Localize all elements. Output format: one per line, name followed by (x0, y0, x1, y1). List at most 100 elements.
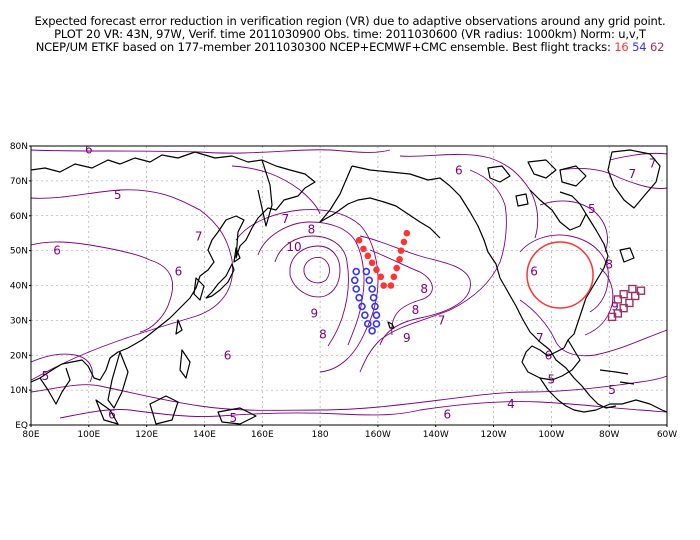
coastlines (31, 149, 667, 425)
track-label-54: 54 (632, 40, 647, 54)
lon-tick-label: 120E (135, 430, 158, 440)
lon-tick-label: 140W (423, 430, 449, 440)
track-54-point (372, 311, 381, 319)
track-54-point (352, 285, 361, 293)
lat-tick-label: 30N (10, 316, 28, 326)
track-16-point (364, 252, 372, 260)
track-54-point (363, 320, 372, 328)
track-16-point (397, 247, 405, 254)
track-54-point (368, 285, 376, 293)
lat-tick-label: EQ (15, 421, 28, 431)
contour-label: 7 (195, 230, 203, 244)
lat-tick-label: 20N (10, 351, 28, 361)
contour-label: 5 (608, 383, 616, 397)
contour-label: 6 (175, 265, 183, 279)
lon-tick-label: 80E (22, 430, 39, 440)
track-16-point (387, 282, 395, 289)
track-62-point (628, 284, 637, 294)
track-16-point (373, 266, 380, 274)
track-62-point (619, 303, 628, 313)
track-label-16: 16 (614, 40, 629, 54)
contour-label: 5 (42, 369, 50, 383)
track-54-point (362, 267, 371, 276)
lon-tick-label: 100E (77, 430, 100, 440)
contour-label: 6 (85, 142, 93, 156)
lat-tick-label: 60N (10, 212, 28, 222)
lat-tick-label: 10N (10, 386, 28, 396)
track-16-point (368, 259, 376, 267)
title-line-3-text: NCEP/UM ETKF based on 177-member 2011030… (35, 40, 611, 54)
track-54-point (369, 293, 378, 302)
track-62-point (625, 298, 634, 308)
track-16-point (355, 236, 363, 244)
lon-tick-label: 160E (251, 430, 274, 440)
track-62-point (613, 309, 623, 318)
lon-tick-label: 60W (657, 430, 677, 440)
title-line-2: PLOT 20 VR: 43N, 97W, Verif. time 201103… (54, 27, 646, 41)
track-54-point (372, 320, 381, 328)
contour-label: 9 (403, 331, 411, 345)
contour-label: 7 (282, 212, 290, 226)
lat-tick-label: 80N (10, 142, 28, 152)
contour-label: 4 (507, 397, 515, 411)
track-16-point (377, 273, 385, 281)
track-62-point (613, 295, 623, 304)
contour-label: 6 (53, 244, 61, 258)
graticule (31, 146, 667, 425)
contour-label: 8 (308, 223, 316, 237)
lat-tick-label: 70N (10, 177, 28, 187)
lat-axis-labels: EQ 10N 20N 30N 40N 50N 60N 70N 80N (10, 142, 31, 431)
verification-region-circle (526, 241, 594, 309)
title-line-1: Expected forecast error reduction in ver… (34, 14, 666, 28)
track-16-point (400, 238, 408, 246)
contour-label: 8 (605, 258, 613, 272)
track-54-point (355, 293, 363, 302)
contour-label: 5 (588, 202, 596, 216)
contour-label: 6 (224, 348, 232, 362)
contour-label: 6 (455, 163, 463, 177)
track-54-point (371, 302, 379, 311)
track-54-point (358, 302, 366, 311)
contour-label: 9 (310, 306, 318, 320)
contour-label: 7 (649, 156, 657, 170)
contour-label: 10 (286, 240, 301, 254)
lon-axis-labels: 80E 100E 120E 140E 160E 180 160W 140W 120W 100W 80… (22, 425, 677, 440)
track-54-point (350, 276, 359, 285)
contour-label: 5 (230, 411, 238, 425)
contour-label: 7 (438, 313, 446, 327)
lon-tick-label: 100W (538, 430, 564, 440)
track-label-62: 62 (649, 40, 665, 54)
track-54-point (368, 327, 376, 335)
contour-label: 6 (443, 408, 451, 422)
lon-tick-label: 160W (365, 430, 391, 440)
track-54-point (352, 267, 361, 276)
track-54-point (361, 311, 369, 319)
lat-tick-label: 50N (10, 247, 28, 257)
track-62-point (636, 286, 646, 295)
track-54-point (365, 276, 374, 285)
contour-label: 8 (319, 327, 327, 341)
title-line-3: NCEP/UM ETKF based on 177-member 2011030… (0, 40, 700, 54)
track-16-point (390, 273, 398, 281)
contour-label: 9 (611, 299, 619, 313)
contour-label: 6 (530, 265, 538, 279)
contour-label: 7 (628, 167, 636, 181)
track-62-point (619, 290, 628, 299)
lon-tick-label: 120W (481, 430, 507, 440)
track-16-point (396, 256, 403, 263)
track-16-point (393, 264, 401, 272)
lat-tick-label: 40N (10, 282, 28, 292)
contour-label: 5 (114, 188, 122, 202)
track-16-point (403, 229, 411, 237)
contour-label: 7 (536, 331, 544, 345)
track-16-point (380, 282, 387, 289)
flight-tracks (350, 229, 646, 335)
lon-tick-label: 140E (193, 430, 216, 440)
track-16-point (360, 245, 367, 253)
lon-tick-label: 180 (311, 430, 328, 440)
contour-label: 8 (420, 282, 428, 296)
lon-tick-label: 80W (599, 430, 619, 440)
contour-label: 8 (412, 303, 420, 317)
